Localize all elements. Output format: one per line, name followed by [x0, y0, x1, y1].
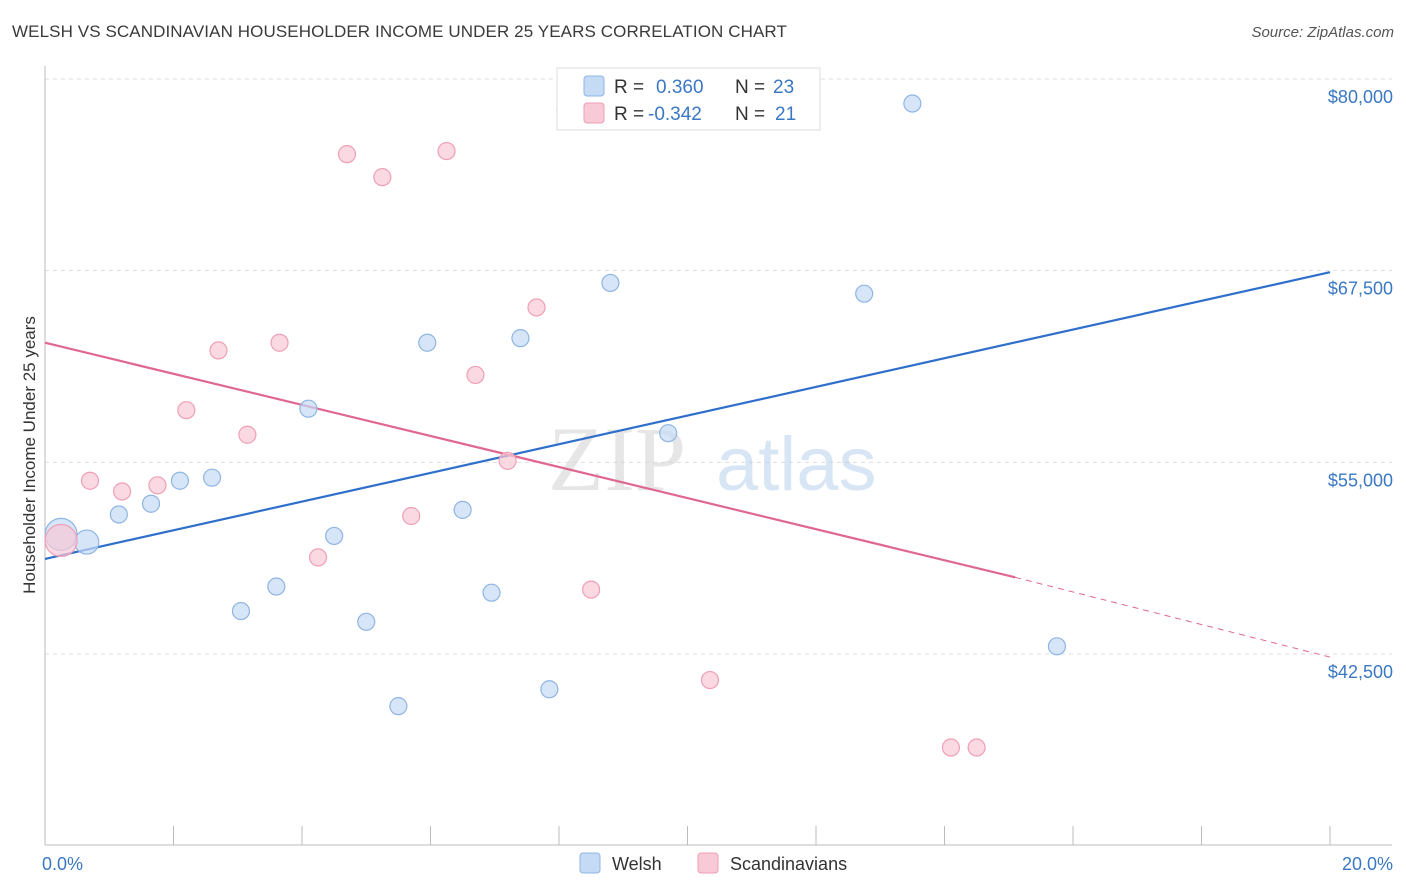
point-welsh-1: [74, 529, 100, 555]
y-tick-label-0: $42,500: [1328, 662, 1393, 682]
point-welsh-8: [299, 399, 318, 418]
point-welsh-15: [511, 329, 530, 348]
point-scandinavians-12: [437, 141, 456, 161]
point-welsh-3: [141, 494, 161, 513]
y-tick-labels: $42,500 $55,000 $67,500 $80,000: [1328, 87, 1393, 682]
point-welsh-21: [903, 94, 922, 113]
point-welsh-11: [389, 697, 408, 716]
point-scandinavians-7: [270, 333, 289, 352]
point-scandinavians-15: [527, 298, 546, 317]
point-scandinavians-17: [700, 670, 720, 690]
bottom-legend-scandinavians: Scandinavians: [730, 854, 847, 874]
bottom-legend-welsh: Welsh: [612, 854, 662, 874]
bottom-legend-swatch-scandinavians: [697, 852, 719, 874]
legend-r-label-scand: R =: [614, 104, 644, 125]
legend-r-scandinavians: -0.342: [648, 104, 702, 125]
chart-title: WELSH VS SCANDINAVIAN HOUSEHOLDER INCOME…: [12, 22, 787, 41]
legend-n-label-scand: N =: [735, 104, 765, 125]
legend-n-label-welsh: N =: [735, 77, 765, 98]
point-scandinavians-18: [941, 738, 961, 757]
trend-lines: [44, 271, 1331, 658]
point-welsh-13: [453, 500, 472, 519]
point-scandinavians-11: [402, 506, 421, 526]
y-tick-label-2: $67,500: [1328, 279, 1393, 299]
axes: [44, 66, 1392, 846]
point-welsh-9: [325, 526, 344, 546]
point-scandinavians-19: [967, 738, 986, 757]
legend-swatch-welsh: [583, 75, 605, 97]
point-welsh-20: [855, 284, 874, 303]
data-points: [44, 94, 1067, 757]
legend-n-welsh: 23: [773, 77, 794, 98]
point-welsh-18: [601, 273, 620, 293]
correlation-legend: R = 0.360 N = 23 R = -0.342 N = 21: [556, 67, 821, 131]
point-welsh-22: [1047, 637, 1067, 656]
point-scandinavians-5: [209, 341, 228, 360]
point-scandinavians-3: [148, 476, 167, 495]
point-welsh-2: [109, 505, 128, 524]
point-welsh-10: [357, 612, 376, 631]
point-scandinavians-13: [466, 365, 485, 385]
point-welsh-6: [231, 601, 251, 621]
y-tick-label-3: $80,000: [1328, 87, 1393, 107]
legend-n-scandinavians: 21: [775, 104, 796, 125]
point-welsh-16: [540, 680, 559, 699]
gridlines: [45, 78, 1392, 655]
bottom-legend-swatch-welsh: [579, 852, 601, 874]
y-tick-label-1: $55,000: [1328, 470, 1393, 490]
legend-r-welsh: 0.360: [656, 77, 704, 98]
point-welsh-4: [170, 471, 190, 490]
point-welsh-5: [202, 468, 222, 487]
legend-swatch-scandinavians: [583, 102, 605, 124]
point-scandinavians-2: [112, 482, 132, 501]
trend-line-scandinavians: [44, 341, 1016, 579]
y-axis-label: Householder Income Under 25 years: [20, 316, 39, 594]
x-tick-label-0: 0.0%: [42, 854, 83, 874]
watermark-zip: ZIP: [548, 408, 686, 510]
x-tick-label-1: 20.0%: [1342, 854, 1393, 874]
trend-line-welsh: [44, 271, 1331, 561]
point-welsh-7: [267, 577, 286, 596]
watermark: ZIP atlas: [548, 408, 877, 510]
point-scandinavians-4: [177, 401, 196, 420]
point-scandinavians-14: [498, 451, 517, 470]
point-scandinavians-10: [373, 168, 392, 187]
series-legend: Welsh Scandinavians: [579, 852, 847, 874]
point-scandinavians-1: [80, 471, 100, 490]
point-scandinavians-6: [238, 425, 257, 444]
point-welsh-14: [482, 583, 501, 602]
point-scandinavians-8: [308, 548, 328, 567]
watermark-atlas: atlas: [716, 422, 877, 507]
point-welsh-19: [659, 424, 678, 443]
point-scandinavians-9: [337, 145, 357, 164]
source-label: Source: ZipAtlas.com: [1251, 24, 1394, 41]
legend-r-label-welsh: R =: [614, 77, 644, 98]
x-tick-labels: 0.0% 20.0%: [42, 854, 1393, 874]
point-scandinavians-16: [582, 580, 601, 599]
point-welsh-12: [418, 333, 437, 352]
point-scandinavians-0: [44, 523, 78, 558]
